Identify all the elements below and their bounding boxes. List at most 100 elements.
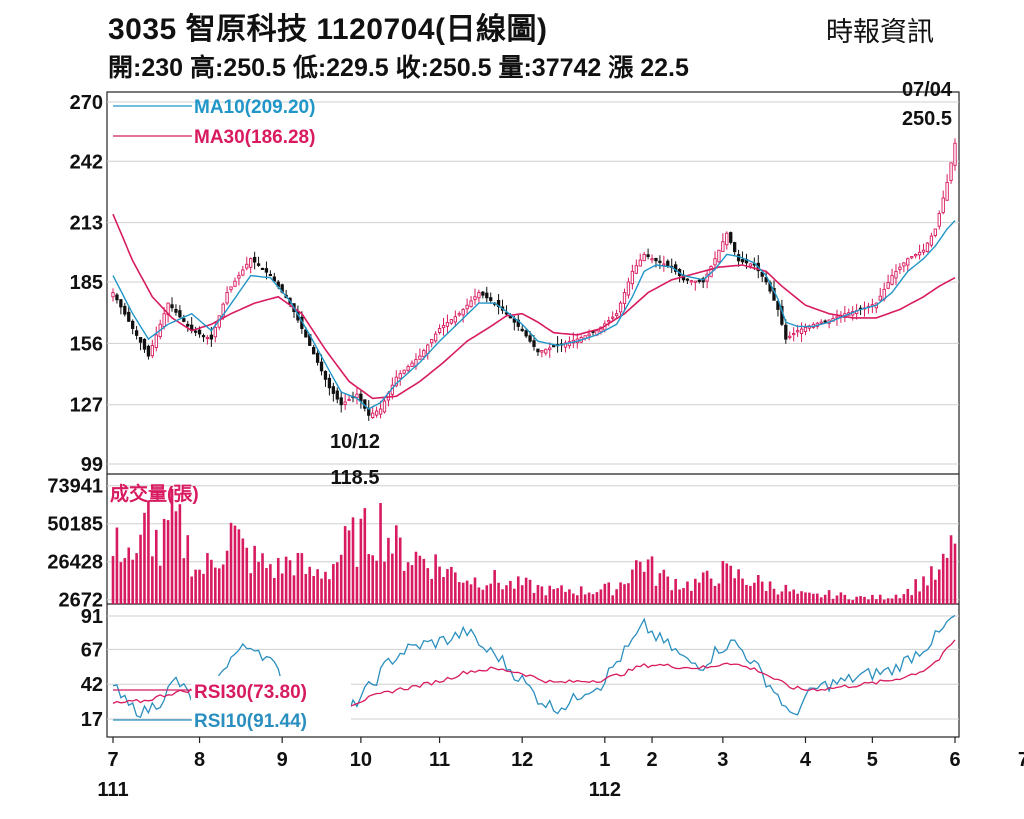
candle-body bbox=[925, 242, 930, 252]
volume-bar bbox=[410, 565, 414, 604]
candle-body bbox=[658, 260, 662, 263]
candle-body bbox=[441, 325, 446, 329]
month-label: 5 bbox=[867, 749, 878, 771]
volume-bar bbox=[697, 582, 701, 604]
candle-body bbox=[359, 393, 363, 402]
candle-body bbox=[186, 323, 190, 327]
candle-body bbox=[371, 412, 375, 418]
candle-body bbox=[355, 393, 359, 398]
volume-bar bbox=[139, 534, 142, 604]
volume-bar bbox=[127, 547, 131, 604]
candle-body bbox=[457, 313, 461, 316]
candle-body bbox=[626, 281, 631, 296]
volume-bar bbox=[206, 553, 209, 604]
volume-bar bbox=[442, 577, 445, 604]
rsi-tick-label: 91 bbox=[81, 606, 103, 628]
volume-bar bbox=[355, 566, 359, 604]
candle-body bbox=[461, 309, 465, 316]
ma30-line bbox=[112, 213, 956, 400]
candle-body bbox=[933, 228, 937, 236]
month-label: 8 bbox=[194, 749, 205, 771]
volume-bar bbox=[686, 581, 689, 604]
candle-body bbox=[819, 321, 823, 324]
volume-bar bbox=[457, 582, 461, 604]
candle-body bbox=[713, 258, 717, 266]
candle-body bbox=[788, 335, 792, 338]
volume-bar bbox=[886, 598, 890, 604]
volume-bar bbox=[308, 566, 312, 604]
volume-bar bbox=[241, 538, 245, 604]
volume-bar bbox=[591, 594, 595, 604]
volume-bar bbox=[646, 559, 650, 604]
candle-body bbox=[795, 330, 800, 333]
axis-labels: 2702422131851561279973941501852642826729… bbox=[47, 92, 1024, 801]
volume-bar bbox=[186, 535, 190, 604]
low-value-annotation: 118.5 bbox=[331, 467, 380, 489]
volume-bar bbox=[418, 555, 422, 604]
month-label: 6 bbox=[949, 749, 960, 771]
rsi-panel: RSI30(73.80) RSI10(91.44) bbox=[112, 614, 956, 734]
volume-bar bbox=[878, 594, 882, 604]
candle-body bbox=[225, 292, 229, 304]
candle-body bbox=[374, 410, 379, 416]
candle-body bbox=[894, 270, 898, 279]
volume-bar bbox=[749, 585, 752, 604]
candle-body bbox=[717, 249, 721, 263]
month-label: 7 bbox=[107, 749, 118, 771]
candle-body bbox=[378, 408, 383, 415]
candle-body bbox=[197, 329, 202, 335]
volume-bar bbox=[524, 577, 528, 604]
volume-bar bbox=[438, 566, 441, 604]
candle-body bbox=[115, 294, 119, 301]
volume-bar bbox=[489, 583, 493, 604]
candle-body bbox=[245, 263, 249, 269]
volume-bar bbox=[808, 592, 811, 604]
rsi-tick-label: 67 bbox=[81, 639, 103, 661]
candle-body bbox=[552, 345, 556, 348]
candle-body bbox=[642, 253, 646, 262]
volume-bar bbox=[166, 520, 170, 604]
volume-bar bbox=[796, 593, 799, 604]
volume-bar bbox=[560, 585, 563, 604]
volume-bar bbox=[446, 569, 449, 604]
candle-body bbox=[607, 320, 611, 323]
candle-body bbox=[622, 292, 627, 304]
volume-bar bbox=[670, 590, 674, 604]
volume-bar bbox=[898, 598, 902, 604]
candle-body bbox=[465, 304, 469, 310]
volume-tick-label: 50185 bbox=[47, 514, 103, 536]
candle-body bbox=[213, 327, 217, 338]
candle-body bbox=[233, 280, 237, 287]
candle-body bbox=[331, 386, 335, 394]
volume-bar bbox=[335, 562, 339, 604]
candle-body bbox=[209, 334, 214, 340]
candle-body bbox=[536, 348, 540, 353]
volume-bar bbox=[304, 574, 308, 604]
volume-bar bbox=[851, 600, 855, 604]
volume-bar bbox=[855, 596, 858, 604]
volume-bar bbox=[493, 570, 496, 604]
volume-bar bbox=[430, 578, 434, 604]
price-panel: MA10(209.20) MA30(186.28) 07/04 250.5 10/12 1… bbox=[111, 79, 957, 489]
volume-bar bbox=[690, 590, 693, 604]
volume-bar bbox=[788, 591, 792, 604]
candle-body bbox=[685, 278, 690, 281]
volume-bar bbox=[532, 592, 536, 604]
volume-bar bbox=[123, 558, 127, 604]
volume-bar bbox=[509, 580, 512, 604]
volume-bar bbox=[119, 562, 123, 604]
volume-bar bbox=[528, 579, 532, 604]
volume-bar bbox=[269, 564, 272, 604]
volume-bar bbox=[603, 583, 607, 604]
candle-body bbox=[917, 251, 922, 256]
volume-bar bbox=[316, 569, 319, 604]
volume-bar bbox=[115, 527, 119, 604]
volume-bar bbox=[147, 500, 150, 604]
volume-bar bbox=[237, 529, 241, 604]
plot-border bbox=[106, 91, 960, 738]
high-date-annotation: 07/04 bbox=[902, 79, 953, 101]
volume-bar bbox=[760, 581, 764, 604]
candle-body bbox=[449, 319, 454, 324]
volume-bar bbox=[717, 583, 721, 604]
candle-body bbox=[142, 338, 147, 350]
